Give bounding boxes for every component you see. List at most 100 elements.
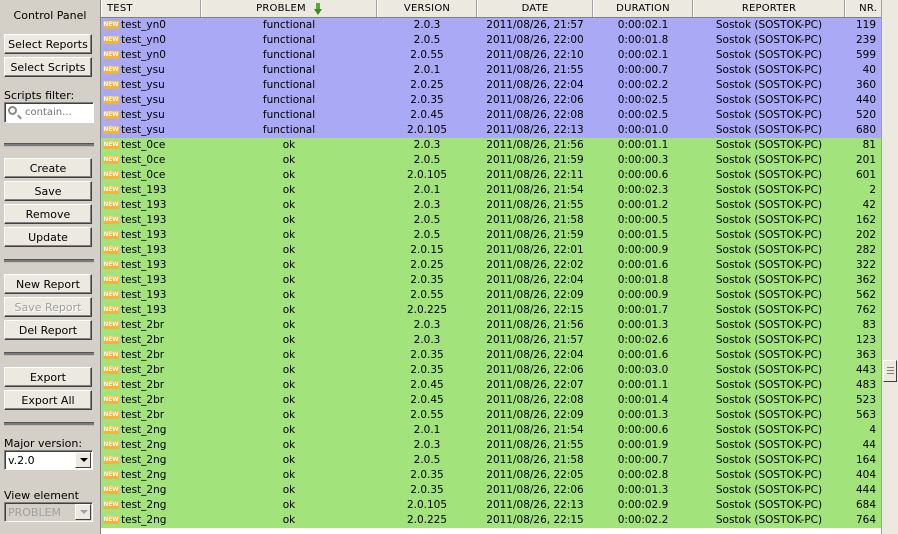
cell-test: NEW test_2br xyxy=(101,333,201,348)
cell-date: 2011/08/26, 22:13 xyxy=(486,124,584,136)
table-row[interactable]: NEW test_2ng ok 2.0.105 2011/08/26, 22:13 0:0… xyxy=(101,498,881,513)
cell-date: 2011/08/26, 22:09 xyxy=(486,409,584,421)
table-row[interactable]: NEW test_2br ok 2.0.35 2011/08/26, 22:04 0:00… xyxy=(101,348,881,363)
cell-reporter: Sostok (SOSTOK-PC) xyxy=(715,334,823,346)
table-row[interactable]: NEW test_ysu functional 2.0.25 2011/08/26, 2… xyxy=(101,78,881,93)
chevron-down-icon[interactable] xyxy=(75,504,91,520)
column-header-version[interactable]: VERSION xyxy=(377,0,477,17)
new-badge-icon: NEW xyxy=(103,126,119,134)
table-row[interactable]: NEW test_193 ok 2.0.1 2011/08/26, 21:54 0:00:… xyxy=(101,183,881,198)
table-row[interactable]: NEW test_193 ok 2.0.55 2011/08/26, 22:09 0:00… xyxy=(101,288,881,303)
cell-duration: 0:00:02.1 xyxy=(617,49,669,61)
save-report-button[interactable]: Save Report xyxy=(4,297,92,317)
export-all-button[interactable]: Export All xyxy=(4,390,92,410)
cell-version: 2.0.3 xyxy=(413,319,441,331)
table-row[interactable]: NEW test_yn0 functional 2.0.55 2011/08/26, 2… xyxy=(101,48,881,63)
view-element-label: View element xyxy=(4,489,79,502)
table-row[interactable]: NEW test_ysu functional 2.0.1 2011/08/26, 21… xyxy=(101,63,881,78)
save-button[interactable]: Save xyxy=(4,181,92,201)
view-element-select[interactable]: PROBLEM xyxy=(4,502,93,522)
table-row[interactable]: NEW test_2ng ok 2.0.35 2011/08/26, 22:05 0:00… xyxy=(101,468,881,483)
table-row[interactable]: NEW test_0ce ok 2.0.5 2011/08/26, 21:59 0:00:… xyxy=(101,153,881,168)
table-row[interactable]: NEW test_2ng ok 2.0.35 2011/08/26, 22:06 0:00… xyxy=(101,483,881,498)
major-version-select[interactable]: v.2.0 xyxy=(4,450,93,470)
cell-test: NEW test_193 xyxy=(101,288,201,303)
cell-version: 2.0.35 xyxy=(410,469,444,481)
cell-version: 2.0.35 xyxy=(410,94,444,106)
table-row[interactable]: NEW test_193 ok 2.0.15 2011/08/26, 22:01 0:00… xyxy=(101,243,881,258)
cell-reporter: Sostok (SOSTOK-PC) xyxy=(715,19,823,31)
new-badge-icon: NEW xyxy=(103,171,119,179)
select-reports-button[interactable]: Select Reports xyxy=(4,34,92,54)
new-badge-icon: NEW xyxy=(103,51,119,59)
column-header-test[interactable]: TEST xyxy=(101,0,201,17)
table-row[interactable]: NEW test_2br ok 2.0.3 2011/08/26, 21:57 0:00:… xyxy=(101,333,881,348)
test-name: test_2br xyxy=(121,364,165,376)
table-row[interactable]: NEW test_ysu functional 2.0.45 2011/08/26, 2… xyxy=(101,108,881,123)
test-name: test_2ng xyxy=(121,514,167,526)
column-header-problem[interactable]: PROBLEM xyxy=(201,0,377,17)
table-row[interactable]: NEW test_193 ok 2.0.225 2011/08/26, 22:15 0:0… xyxy=(101,303,881,318)
table-row[interactable]: NEW test_yn0 functional 2.0.3 2011/08/26, 21… xyxy=(101,18,881,33)
cell-date: 2011/08/26, 22:09 xyxy=(486,289,584,301)
table-row[interactable]: NEW test_2ng ok 2.0.225 2011/08/26, 22:15 0:0… xyxy=(101,513,881,528)
cell-reporter: Sostok (SOSTOK-PC) xyxy=(715,289,823,301)
vertical-scrollbar[interactable] xyxy=(881,0,898,534)
table-row[interactable]: NEW test_193 ok 2.0.5 2011/08/26, 21:58 0:00:… xyxy=(101,213,881,228)
table-header: TEST PROBLEM VERSION DATE DURATION REPOR… xyxy=(101,0,881,18)
cell-date: 2011/08/26, 21:54 xyxy=(486,184,584,196)
test-name: test_193 xyxy=(121,229,167,241)
table-row[interactable]: NEW test_2br ok 2.0.3 2011/08/26, 21:56 0:00:… xyxy=(101,318,881,333)
scrollbar-thumb[interactable] xyxy=(883,360,897,382)
table-row[interactable]: NEW test_193 ok 2.0.35 2011/08/26, 22:04 0:00… xyxy=(101,273,881,288)
table-row[interactable]: NEW test_2br ok 2.0.45 2011/08/26, 22:08 0:00… xyxy=(101,393,881,408)
table-row[interactable]: NEW test_193 ok 2.0.5 2011/08/26, 21:59 0:00:… xyxy=(101,228,881,243)
cell-date: 2011/08/26, 22:00 xyxy=(486,34,584,46)
cell-nr: 201 xyxy=(855,154,876,166)
table-row[interactable]: NEW test_2br ok 2.0.35 2011/08/26, 22:06 0:00… xyxy=(101,363,881,378)
table-row[interactable]: NEW test_193 ok 2.0.3 2011/08/26, 21:55 0:00:… xyxy=(101,198,881,213)
table-row[interactable]: NEW test_2ng ok 2.0.5 2011/08/26, 21:58 0:00:… xyxy=(101,453,881,468)
new-badge-icon: NEW xyxy=(103,471,119,479)
cell-nr: 322 xyxy=(855,259,876,271)
cell-problem: ok xyxy=(282,274,296,286)
table-row[interactable]: NEW test_2ng ok 2.0.1 2011/08/26, 21:54 0:00:… xyxy=(101,423,881,438)
cell-version: 2.0.225 xyxy=(406,304,448,316)
new-report-button[interactable]: New Report xyxy=(4,274,92,294)
table-row[interactable]: NEW test_ysu functional 2.0.35 2011/08/26, 2… xyxy=(101,93,881,108)
chevron-down-icon[interactable] xyxy=(75,452,91,468)
del-report-button[interactable]: Del Report xyxy=(4,320,92,340)
new-badge-icon: NEW xyxy=(103,306,119,314)
table-row[interactable]: NEW test_193 ok 2.0.25 2011/08/26, 22:02 0:00… xyxy=(101,258,881,273)
table-row[interactable]: NEW test_ysu functional 2.0.105 2011/08/26, … xyxy=(101,123,881,138)
update-button[interactable]: Update xyxy=(4,227,92,247)
new-badge-icon: NEW xyxy=(103,441,119,449)
scripts-filter-box[interactable] xyxy=(4,102,94,123)
new-badge-icon: NEW xyxy=(103,36,119,44)
cell-problem: ok xyxy=(282,424,296,436)
cell-test: NEW test_ysu xyxy=(101,123,201,138)
control-panel: Control Panel Select Reports Select Scri… xyxy=(0,0,100,534)
table-row[interactable]: NEW test_2ng ok 2.0.3 2011/08/26, 21:55 0:00:… xyxy=(101,438,881,453)
table-row[interactable]: NEW test_yn0 functional 2.0.5 2011/08/26, 22… xyxy=(101,33,881,48)
table-row[interactable]: NEW test_2br ok 2.0.45 2011/08/26, 22:07 0:00… xyxy=(101,378,881,393)
column-header-reporter[interactable]: REPORTER xyxy=(693,0,845,17)
cell-date: 2011/08/26, 22:01 xyxy=(486,244,584,256)
create-button[interactable]: Create xyxy=(4,158,92,178)
remove-button[interactable]: Remove xyxy=(4,204,92,224)
select-scripts-button[interactable]: Select Scripts xyxy=(4,57,92,77)
table-row[interactable]: NEW test_0ce ok 2.0.105 2011/08/26, 22:11 0:0… xyxy=(101,168,881,183)
export-button[interactable]: Export xyxy=(4,367,92,387)
cell-problem: ok xyxy=(282,214,296,226)
cell-duration: 0:00:01.2 xyxy=(617,199,669,211)
column-header-duration[interactable]: DURATION xyxy=(593,0,693,17)
table-row[interactable]: NEW test_0ce ok 2.0.3 2011/08/26, 21:56 0:00:… xyxy=(101,138,881,153)
new-badge-icon: NEW xyxy=(103,396,119,404)
test-name: test_ysu xyxy=(121,64,165,76)
column-header-nr[interactable]: NR. xyxy=(845,0,881,17)
table-row[interactable]: NEW test_2br ok 2.0.55 2011/08/26, 22:09 0:00… xyxy=(101,408,881,423)
cell-nr: 2 xyxy=(869,184,876,196)
cell-version: 2.0.5 xyxy=(413,454,441,466)
column-header-date[interactable]: DATE xyxy=(477,0,593,17)
scripts-filter-input[interactable] xyxy=(25,105,91,120)
